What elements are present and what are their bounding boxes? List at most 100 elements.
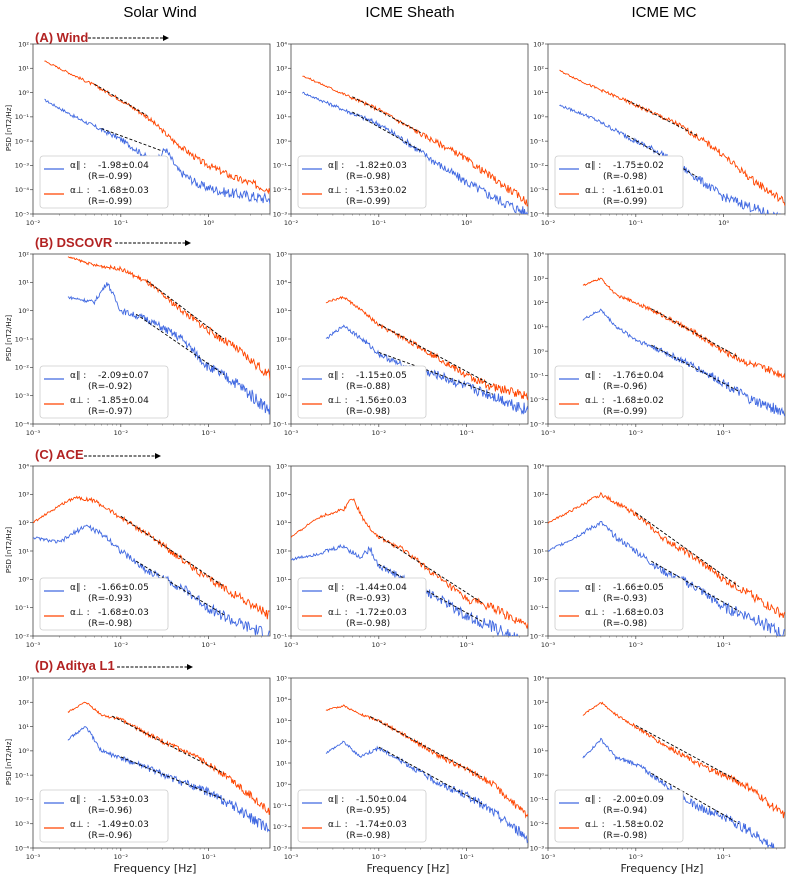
y-tick-label: 10⁴ xyxy=(276,279,287,287)
parallel-psd-line xyxy=(67,726,270,833)
perpendicular-fit-line xyxy=(370,716,483,778)
parallel-psd-line xyxy=(548,521,785,636)
y-tick-label: 10⁰ xyxy=(533,347,544,355)
perpendicular-fit-line xyxy=(352,96,421,134)
x-tick-label: 10⁰ xyxy=(203,219,214,227)
legend-r-par-value: (R=-0.96) xyxy=(603,382,647,392)
x-tick-label: 10⁻² xyxy=(114,429,129,437)
y-tick-label: 10² xyxy=(276,547,287,555)
legend-box xyxy=(297,365,427,419)
legend-alpha-par-value: -1.66±0.05 xyxy=(613,583,664,593)
perpendicular-psd-line xyxy=(302,75,528,207)
x-tick-label: 10⁰ xyxy=(718,219,729,227)
legend-alpha-perp-value: -1.68±0.03 xyxy=(613,608,664,618)
y-tick-label: 10⁰ xyxy=(18,747,29,755)
legend-box xyxy=(554,365,684,419)
y-tick-label: 10⁻¹ xyxy=(273,162,288,170)
parallel-fit-line xyxy=(136,313,225,375)
xlabel-col-1: Frequency [Hz] xyxy=(114,862,197,875)
y-tick-label: 10³ xyxy=(18,674,29,682)
x-tick-label: 10⁻³ xyxy=(26,641,41,649)
y-tick-label: 10⁻¹ xyxy=(15,771,30,779)
legend-box xyxy=(297,789,427,843)
legend-alpha-par-symbol: α∥ : xyxy=(328,795,344,805)
legend-alpha-perp-symbol: α⊥ : xyxy=(585,396,605,406)
x-tick-label: 10⁻³ xyxy=(284,641,299,649)
y-tick-label: 10² xyxy=(276,335,287,343)
y-tick-label: 10⁻¹ xyxy=(530,796,545,804)
y-tick-label: 10² xyxy=(18,250,29,258)
y-tick-label: 10⁻⁴ xyxy=(15,844,30,852)
legend-alpha-par-symbol: α∥ : xyxy=(70,583,86,593)
panel-r3-c1: 10⁻³ 10⁻² 10⁻¹ 10⁻³ 10⁻² 10⁻¹ 10⁰ 10¹ 10² 10³ 10⁴ 1… xyxy=(273,674,529,861)
parallel-psd-line xyxy=(325,740,528,844)
perpendicular-psd-line xyxy=(325,704,528,819)
y-tick-label: 10⁰ xyxy=(276,137,287,145)
ylabel-row-c: PSD [nT2/Hz] xyxy=(5,527,13,573)
legend-alpha-par-symbol: α∥ : xyxy=(585,371,601,381)
y-tick-label: 10⁻⁴ xyxy=(530,210,545,218)
y-tick-label: 10⁴ xyxy=(533,674,544,682)
y-tick-label: 10⁻¹ xyxy=(273,420,288,428)
x-tick-label: 10⁻² xyxy=(284,219,299,227)
legend-alpha-perp-value: -1.53±0.02 xyxy=(356,186,407,196)
y-tick-label: 10⁵ xyxy=(276,674,287,682)
panel-r3-c2: 10⁻³ 10⁻² 10⁻¹ 10⁻³ 10⁻² 10⁻¹ 10⁰ 10¹ 10² 10³ 10⁴ α… xyxy=(530,674,786,861)
x-tick-label: 10⁻¹ xyxy=(372,219,387,227)
legend-r-par-value: (R=-0.98) xyxy=(603,172,647,182)
parallel-fit-line xyxy=(651,560,740,612)
y-tick-label: 10³ xyxy=(533,491,544,499)
legend-r-perp-value: (R=-0.98) xyxy=(603,831,647,841)
legend-r-par-value: (R=-0.88) xyxy=(346,382,390,392)
y-tick-label: 10⁰ xyxy=(533,576,544,584)
legend-alpha-perp-symbol: α⊥ : xyxy=(70,608,90,618)
y-tick-label: 10² xyxy=(533,519,544,527)
y-tick-label: 10⁻² xyxy=(530,632,545,640)
panel-r3-c0: 10⁻³ 10⁻² 10⁻¹10⁻⁴10⁻³10⁻²10⁻¹10⁰10¹10²10³… xyxy=(15,674,271,861)
y-tick-label: 10⁻³ xyxy=(273,844,288,852)
y-tick-label: 10⁰ xyxy=(18,307,29,315)
perpendicular-fit-line xyxy=(378,535,483,604)
x-tick-label: 10⁻³ xyxy=(26,429,41,437)
y-tick-label: 10⁻¹ xyxy=(15,113,30,121)
panel-r1-c2: 10⁻³ 10⁻² 10⁻¹ 10⁻³ 10⁻² 10⁻¹ 10⁰ 10¹ 10² 10³ 10⁴ α… xyxy=(530,250,786,437)
perpendicular-psd-line xyxy=(582,277,785,380)
legend-alpha-par-value: -1.53±0.03 xyxy=(98,795,149,805)
legend-r-par-value: (R=-0.93) xyxy=(88,594,132,604)
y-tick-label: 10² xyxy=(276,738,287,746)
y-tick-label: 10⁻¹ xyxy=(530,137,545,145)
perpendicular-fit-line xyxy=(378,323,494,387)
perpendicular-fit-line xyxy=(112,715,225,774)
x-tick-label: 10⁻¹ xyxy=(459,641,474,649)
y-tick-label: 10⁻² xyxy=(273,186,288,194)
x-tick-label: 10⁻¹ xyxy=(459,429,474,437)
perpendicular-fit-line xyxy=(635,512,740,587)
row-label-wind: (A) Wind xyxy=(35,30,88,45)
parallel-psd-line xyxy=(302,91,528,214)
x-tick-label: 10⁻² xyxy=(629,853,644,861)
legend-r-perp-value: (R=-0.98) xyxy=(603,619,647,629)
y-tick-label: 10⁻² xyxy=(15,364,30,372)
y-tick-label: 10⁵ xyxy=(276,250,287,258)
legend-alpha-par-value: -1.98±0.04 xyxy=(98,161,149,171)
perpendicular-psd-line xyxy=(582,701,785,819)
legend-r-perp-value: (R=-0.99) xyxy=(603,407,647,417)
y-tick-label: 10⁻¹ xyxy=(15,604,30,612)
legend-box xyxy=(554,155,684,209)
y-tick-label: 10⁻² xyxy=(15,632,30,640)
y-tick-label: 10¹ xyxy=(18,65,29,73)
y-tick-label: 10⁴ xyxy=(533,250,544,258)
y-tick-label: 10⁴ xyxy=(18,462,29,470)
legend-alpha-perp-value: -1.68±0.03 xyxy=(98,608,149,618)
ylabel-row-d: PSD [nT2/Hz] xyxy=(5,739,13,785)
legend-alpha-par-value: -1.82±0.03 xyxy=(356,161,407,171)
legend-box xyxy=(39,577,169,631)
y-tick-label: 10⁻³ xyxy=(15,820,30,828)
perpendicular-psd-line xyxy=(291,498,528,629)
y-tick-label: 10⁰ xyxy=(18,576,29,584)
y-tick-label: 10² xyxy=(18,40,29,48)
legend-alpha-perp-value: -1.85±0.04 xyxy=(98,396,149,406)
legend-alpha-perp-symbol: α⊥ : xyxy=(70,396,90,406)
y-tick-label: 10⁻¹ xyxy=(273,632,288,640)
